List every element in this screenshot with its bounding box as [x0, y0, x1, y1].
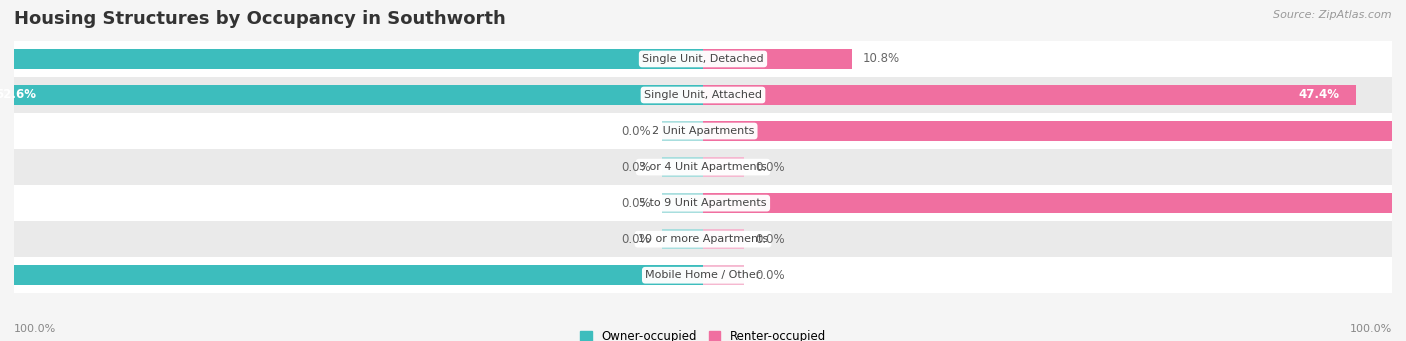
Bar [662, 193, 703, 213]
Bar [703, 157, 744, 177]
Text: Source: ZipAtlas.com: Source: ZipAtlas.com [1274, 10, 1392, 20]
Text: 10 or more Apartments: 10 or more Apartments [638, 234, 768, 244]
Bar [662, 157, 703, 177]
Text: 47.4%: 47.4% [1299, 89, 1340, 102]
Bar [0, 85, 703, 105]
Text: Single Unit, Detached: Single Unit, Detached [643, 54, 763, 64]
Bar [0, 49, 703, 69]
Bar [703, 265, 744, 285]
Bar [14, 113, 1392, 149]
Bar [14, 221, 1392, 257]
Bar [703, 85, 1357, 105]
Text: 0.0%: 0.0% [621, 161, 651, 174]
Bar [662, 121, 703, 141]
Text: Mobile Home / Other: Mobile Home / Other [645, 270, 761, 280]
Text: Single Unit, Attached: Single Unit, Attached [644, 90, 762, 100]
Text: 0.0%: 0.0% [621, 124, 651, 137]
Text: 0.0%: 0.0% [755, 161, 785, 174]
Bar [703, 229, 744, 249]
Bar [662, 229, 703, 249]
Text: 100.0%: 100.0% [14, 324, 56, 334]
Legend: Owner-occupied, Renter-occupied: Owner-occupied, Renter-occupied [579, 330, 827, 341]
Bar [703, 121, 1406, 141]
Bar [703, 49, 852, 69]
Text: 10.8%: 10.8% [863, 53, 900, 65]
Bar [0, 265, 703, 285]
Text: 5 to 9 Unit Apartments: 5 to 9 Unit Apartments [640, 198, 766, 208]
Text: 0.0%: 0.0% [755, 233, 785, 246]
Bar [14, 41, 1392, 77]
Bar [14, 257, 1392, 293]
Text: 3 or 4 Unit Apartments: 3 or 4 Unit Apartments [640, 162, 766, 172]
Text: 52.6%: 52.6% [0, 89, 35, 102]
Text: 0.0%: 0.0% [755, 269, 785, 282]
Text: 100.0%: 100.0% [1350, 324, 1392, 334]
Bar [14, 185, 1392, 221]
Bar [14, 149, 1392, 185]
Text: 0.0%: 0.0% [621, 233, 651, 246]
Text: 0.0%: 0.0% [621, 197, 651, 210]
Text: Housing Structures by Occupancy in Southworth: Housing Structures by Occupancy in South… [14, 10, 506, 28]
Text: 2 Unit Apartments: 2 Unit Apartments [652, 126, 754, 136]
Bar [14, 77, 1392, 113]
Bar [703, 193, 1406, 213]
